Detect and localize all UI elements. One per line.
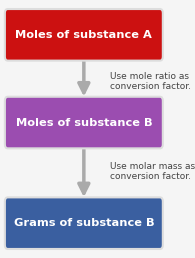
Text: Use mole ratio as
conversion factor.: Use mole ratio as conversion factor. (110, 71, 191, 91)
FancyBboxPatch shape (5, 197, 163, 249)
FancyBboxPatch shape (5, 97, 163, 148)
Text: Moles of substance B: Moles of substance B (16, 118, 152, 127)
Text: Moles of substance A: Moles of substance A (15, 30, 152, 40)
Text: Use molar mass as
conversion factor.: Use molar mass as conversion factor. (110, 162, 195, 181)
Text: Grams of substance B: Grams of substance B (13, 218, 154, 228)
FancyBboxPatch shape (5, 9, 163, 61)
